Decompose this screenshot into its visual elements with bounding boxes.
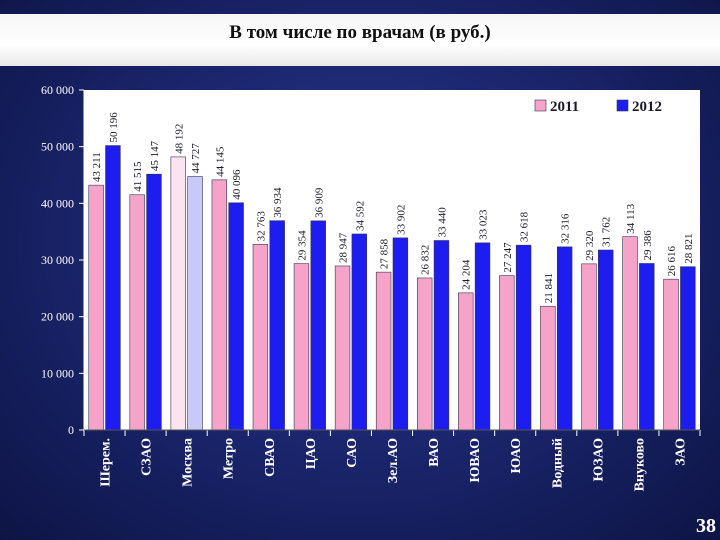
x-tick-label: САО: [345, 438, 360, 468]
bar-2011: [375, 271, 392, 431]
data-label: 24 204: [461, 259, 473, 290]
data-label: 40 096: [231, 169, 243, 200]
x-tick-label: ЮЗАО: [591, 438, 606, 482]
bar-2012: [269, 220, 285, 431]
bar-2012: [598, 249, 614, 431]
bar-2012: [228, 202, 244, 431]
legend-label-2012: 2012: [632, 99, 662, 115]
data-label: 33 440: [436, 207, 448, 238]
x-tick-label: Москва: [181, 438, 196, 487]
bar-2012: [639, 263, 655, 431]
x-tick-label: ВАО: [427, 438, 442, 467]
bar-2012: [474, 242, 491, 431]
bar-2012: [680, 266, 696, 431]
data-label: 32 316: [560, 213, 572, 244]
bar-2011: [293, 263, 310, 431]
bar-2012: [433, 240, 450, 431]
data-label: 32 763: [255, 211, 267, 242]
plot-area: [84, 90, 700, 430]
y-tick-label: 0: [68, 423, 74, 437]
data-label: 28 821: [683, 233, 695, 263]
data-label: 48 192: [173, 124, 185, 154]
data-label: 41 515: [132, 161, 144, 192]
data-label: 27 247: [502, 242, 514, 273]
y-tick-label: 10 000: [41, 366, 74, 380]
bar-2011: [88, 184, 104, 431]
page-number: 38: [696, 515, 716, 537]
data-label: 50 196: [108, 112, 120, 143]
data-label: 26 832: [420, 245, 432, 275]
bar-2011: [252, 244, 269, 431]
legend-swatch-2012: [616, 99, 629, 112]
bar-2012: [105, 145, 121, 431]
bar-2011: [540, 305, 556, 431]
x-tick-label: Зел.АО: [386, 438, 401, 483]
bar-2012: [556, 246, 573, 431]
x-tick-label: СВАО: [263, 438, 278, 477]
bar-2012: [515, 244, 532, 431]
y-tick-label: 40 000: [41, 196, 74, 210]
bar-2012: [146, 173, 162, 431]
bar-2012: [392, 237, 409, 431]
data-label: 45 147: [149, 140, 161, 171]
data-label: 21 841: [543, 273, 555, 303]
data-label: 36 934: [272, 187, 284, 218]
bar-2011: [458, 292, 474, 431]
bar-2012: [187, 176, 203, 431]
data-label: 43 211: [91, 152, 103, 182]
bar-2011: [129, 194, 145, 431]
y-tick-label: 60 000: [41, 83, 74, 97]
legend-swatch-2011: [534, 99, 547, 112]
x-tick-label: ЗАО: [673, 438, 688, 466]
data-label: 33 902: [395, 205, 407, 235]
bar-2011: [170, 156, 186, 431]
data-label: 34 113: [625, 203, 637, 233]
y-tick-label: 30 000: [41, 253, 74, 267]
bar-2011: [211, 179, 228, 431]
x-tick-label: Внуково: [632, 438, 647, 491]
data-label: 28 947: [338, 232, 350, 263]
data-label: 44 727: [190, 143, 202, 174]
bar-2012: [310, 220, 326, 431]
y-tick-label: 50 000: [41, 140, 74, 154]
data-label: 36 909: [313, 187, 325, 218]
x-tick-label: ЦАО: [304, 438, 319, 469]
data-label: 32 618: [519, 211, 531, 242]
bar-2011: [499, 275, 515, 431]
slide-title: В том числе по врачам (в руб.): [229, 22, 491, 43]
legend-label-2011: 2011: [550, 99, 579, 115]
data-label: 31 762: [601, 217, 613, 247]
x-tick-label: СЗАО: [140, 438, 155, 476]
data-label: 29 386: [642, 230, 654, 261]
bar-2011: [581, 263, 597, 431]
data-label: 29 354: [296, 230, 308, 261]
x-tick-label: Шерем.: [99, 438, 114, 487]
y-tick-label: 20 000: [41, 310, 74, 324]
data-label: 33 023: [478, 209, 490, 240]
bar-2011: [416, 277, 433, 431]
data-label: 26 616: [666, 245, 678, 276]
data-label: 29 320: [584, 230, 596, 261]
x-tick-label: ЮВАО: [468, 438, 483, 483]
x-tick-label: Водный: [550, 438, 565, 488]
data-label: 27 858: [379, 238, 391, 269]
x-tick-label: Метро: [222, 438, 237, 479]
bar-2011: [334, 265, 351, 431]
data-label: 34 592: [354, 201, 366, 231]
data-label: 44 145: [214, 146, 226, 177]
title-banner: [0, 14, 720, 66]
bar-2012: [351, 233, 368, 431]
bar-2011: [622, 236, 638, 431]
bar-2011: [663, 278, 679, 431]
x-tick-label: ЮАО: [509, 438, 524, 474]
